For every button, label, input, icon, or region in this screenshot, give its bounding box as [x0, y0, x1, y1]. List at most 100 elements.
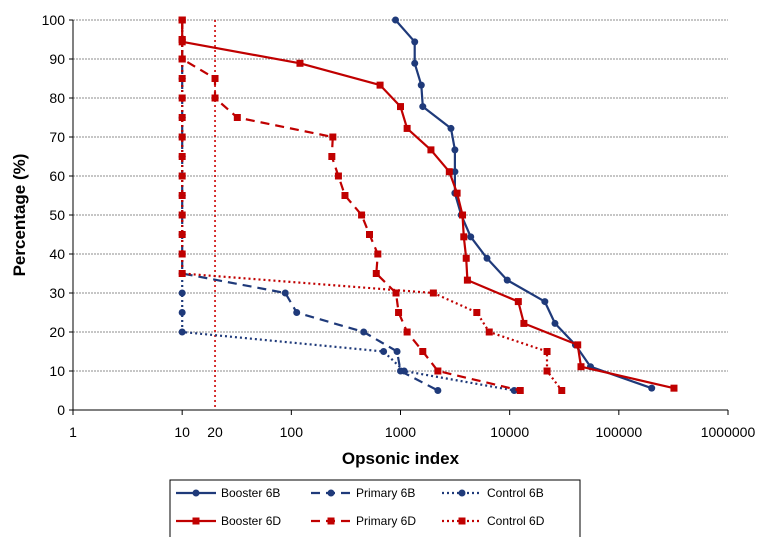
data-point — [358, 211, 366, 219]
data-point — [503, 276, 511, 284]
data-point — [178, 231, 186, 238]
data-point — [178, 289, 186, 297]
x-tick-label: 1000 — [385, 424, 416, 440]
legend-item: Control 6B — [442, 486, 544, 500]
data-point — [419, 348, 427, 355]
legend-label: Booster 6B — [221, 486, 280, 500]
data-point — [178, 211, 186, 219]
data-point — [178, 328, 186, 336]
data-point — [178, 270, 186, 277]
data-point — [473, 309, 481, 316]
legend-label: Control 6B — [487, 486, 544, 500]
legend-box — [169, 479, 581, 537]
x-tick-label: 100 — [280, 424, 304, 440]
legend-swatch-marker — [327, 489, 335, 497]
data-point — [380, 348, 388, 355]
data-point — [462, 254, 470, 262]
x-tick-label: 1000000 — [701, 424, 756, 440]
data-point — [483, 254, 491, 262]
data-point — [178, 114, 186, 121]
data-point — [411, 59, 419, 67]
y-tick-label: 10 — [49, 363, 65, 379]
data-point — [577, 363, 585, 371]
data-point — [392, 289, 400, 297]
data-point — [516, 387, 524, 394]
data-point — [648, 384, 656, 392]
data-point — [329, 133, 337, 141]
y-tick-label: 70 — [49, 129, 65, 145]
data-point — [374, 250, 382, 258]
data-point — [211, 94, 219, 102]
legend-swatch-marker — [458, 489, 466, 497]
legend-item: Primary 6B — [311, 486, 415, 500]
data-point — [670, 384, 678, 392]
data-point — [558, 387, 566, 394]
data-point — [328, 153, 336, 160]
data-point — [281, 289, 289, 297]
data-point — [411, 38, 419, 46]
x-axis-title: Opsonic index — [342, 449, 460, 468]
y-tick-label: 20 — [49, 324, 65, 340]
legend: Booster 6B Primary 6B Control 6B Booster 6D… — [169, 479, 581, 537]
data-point — [574, 341, 582, 349]
legend-swatch-marker — [192, 489, 200, 497]
legend-label: Primary 6D — [356, 514, 416, 528]
data-point — [460, 233, 468, 241]
data-point — [434, 367, 442, 375]
data-point — [392, 16, 400, 24]
data-point — [178, 133, 186, 141]
legend-item: Control 6D — [442, 514, 545, 528]
data-point — [233, 114, 241, 121]
y-tick-label: 90 — [49, 51, 65, 67]
data-point — [451, 146, 459, 154]
data-point — [178, 172, 186, 180]
data-point — [178, 309, 186, 316]
data-point — [341, 192, 349, 199]
y-tick-label: 50 — [49, 207, 65, 223]
data-point — [463, 276, 471, 284]
series-line — [181, 20, 675, 390]
data-point — [451, 168, 459, 176]
legend-swatch-marker — [458, 517, 466, 525]
data-point — [551, 319, 559, 327]
data-point — [397, 103, 404, 111]
data-point — [395, 309, 403, 316]
legend-label: Primary 6B — [356, 486, 415, 500]
data-point — [429, 289, 437, 297]
legend-item: Primary 6D — [311, 514, 416, 528]
series-group — [178, 16, 678, 394]
y-tick-label: 80 — [49, 90, 65, 106]
data-point — [334, 172, 342, 180]
data-point — [543, 367, 551, 375]
legend-swatch-marker — [192, 517, 200, 525]
x-tick-label: 10000 — [490, 424, 529, 440]
data-point — [419, 103, 427, 111]
data-point — [365, 231, 373, 238]
data-point — [445, 168, 453, 176]
data-point — [453, 189, 461, 197]
data-point — [296, 59, 304, 67]
data-point — [427, 146, 435, 154]
data-point — [400, 367, 408, 375]
data-point — [178, 16, 186, 24]
y-tick-label: 100 — [42, 12, 66, 28]
data-point — [403, 328, 411, 336]
data-point — [178, 250, 186, 258]
data-point — [520, 319, 528, 327]
data-point — [403, 124, 411, 132]
x-tick-label: 10 — [174, 424, 190, 440]
data-point — [178, 153, 186, 160]
data-point — [211, 75, 219, 82]
legend-swatch-marker — [327, 517, 335, 525]
data-point — [376, 81, 384, 89]
data-point — [293, 309, 301, 316]
data-point — [459, 211, 467, 219]
legend-item: Booster 6B — [176, 486, 280, 500]
y-tick-label: 30 — [49, 285, 65, 301]
x-tick-label: 100000 — [595, 424, 642, 440]
data-point — [485, 328, 493, 336]
data-point — [178, 36, 186, 43]
data-point — [467, 233, 475, 241]
data-point — [178, 94, 186, 102]
